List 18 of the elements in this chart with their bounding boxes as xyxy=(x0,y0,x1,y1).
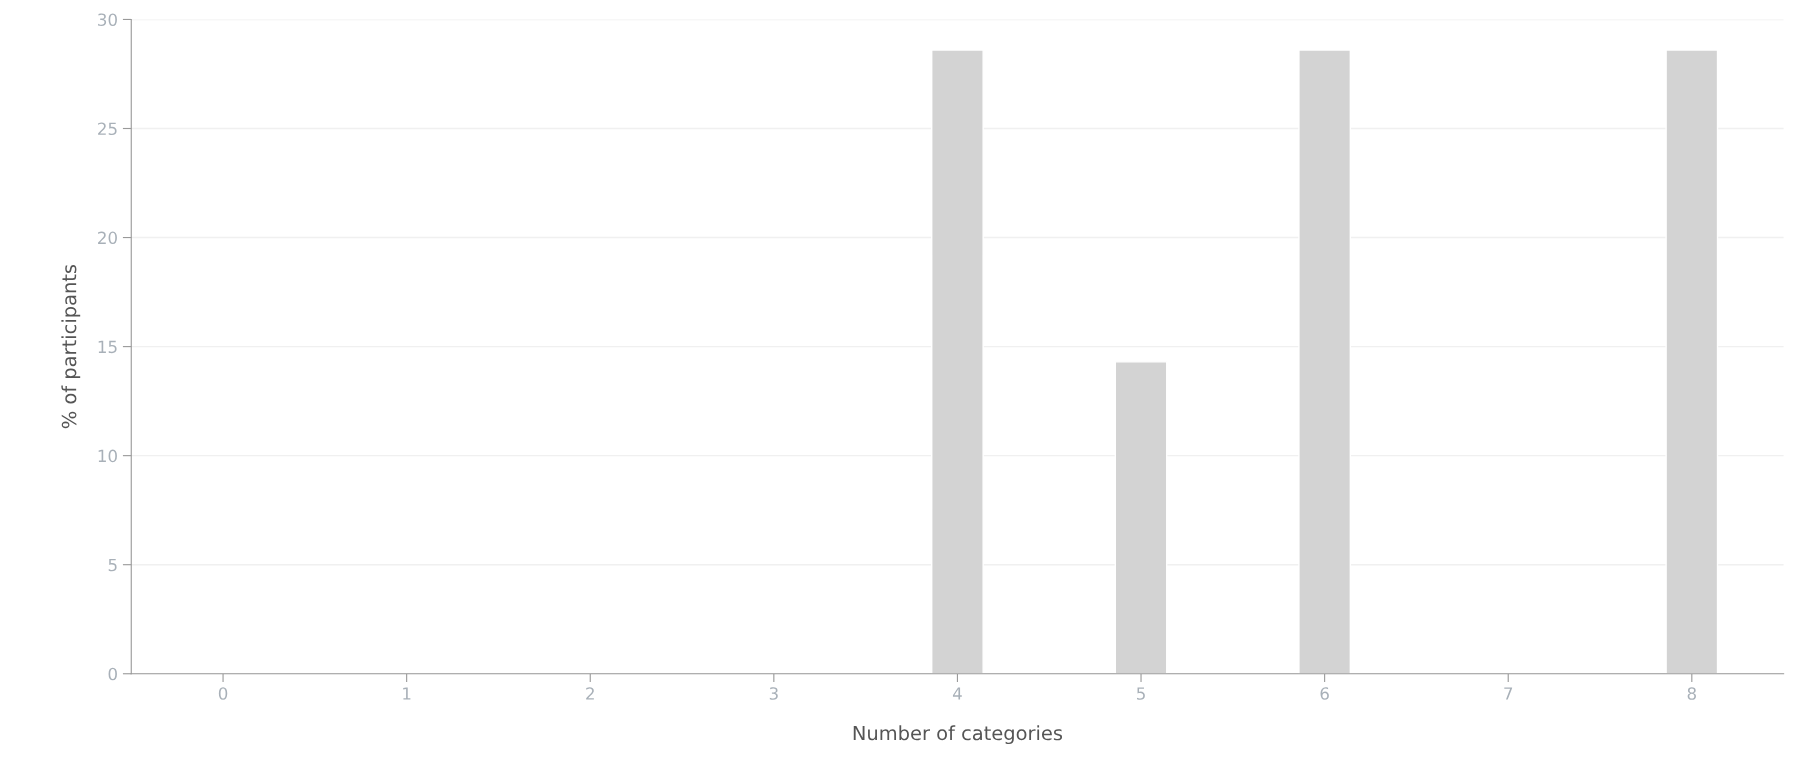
y-tick-label: 5 xyxy=(108,558,117,572)
y-tick-label: 10 xyxy=(98,449,117,463)
y-tick-label: 0 xyxy=(108,667,117,681)
x-axis-title: Number of categories xyxy=(853,725,1063,745)
y-tick-label: 30 xyxy=(98,13,117,27)
y-axis-title: % of participants xyxy=(61,264,81,429)
x-tick-label: 5 xyxy=(1137,687,1145,700)
x-tick-label: 0 xyxy=(218,687,228,700)
y-tick-label: 20 xyxy=(98,231,117,245)
x-tick-label: 6 xyxy=(1320,687,1329,700)
x-tick-label: 4 xyxy=(952,687,962,700)
x-tick-label: 3 xyxy=(769,687,778,700)
x-tick-label: 7 xyxy=(1504,687,1513,700)
x-tick-label: 2 xyxy=(586,687,594,700)
y-tick-label: 25 xyxy=(98,122,117,136)
x-tick-label: 1 xyxy=(403,687,411,700)
x-tick-label: 8 xyxy=(1687,687,1696,700)
y-tick-label: 15 xyxy=(98,340,117,354)
